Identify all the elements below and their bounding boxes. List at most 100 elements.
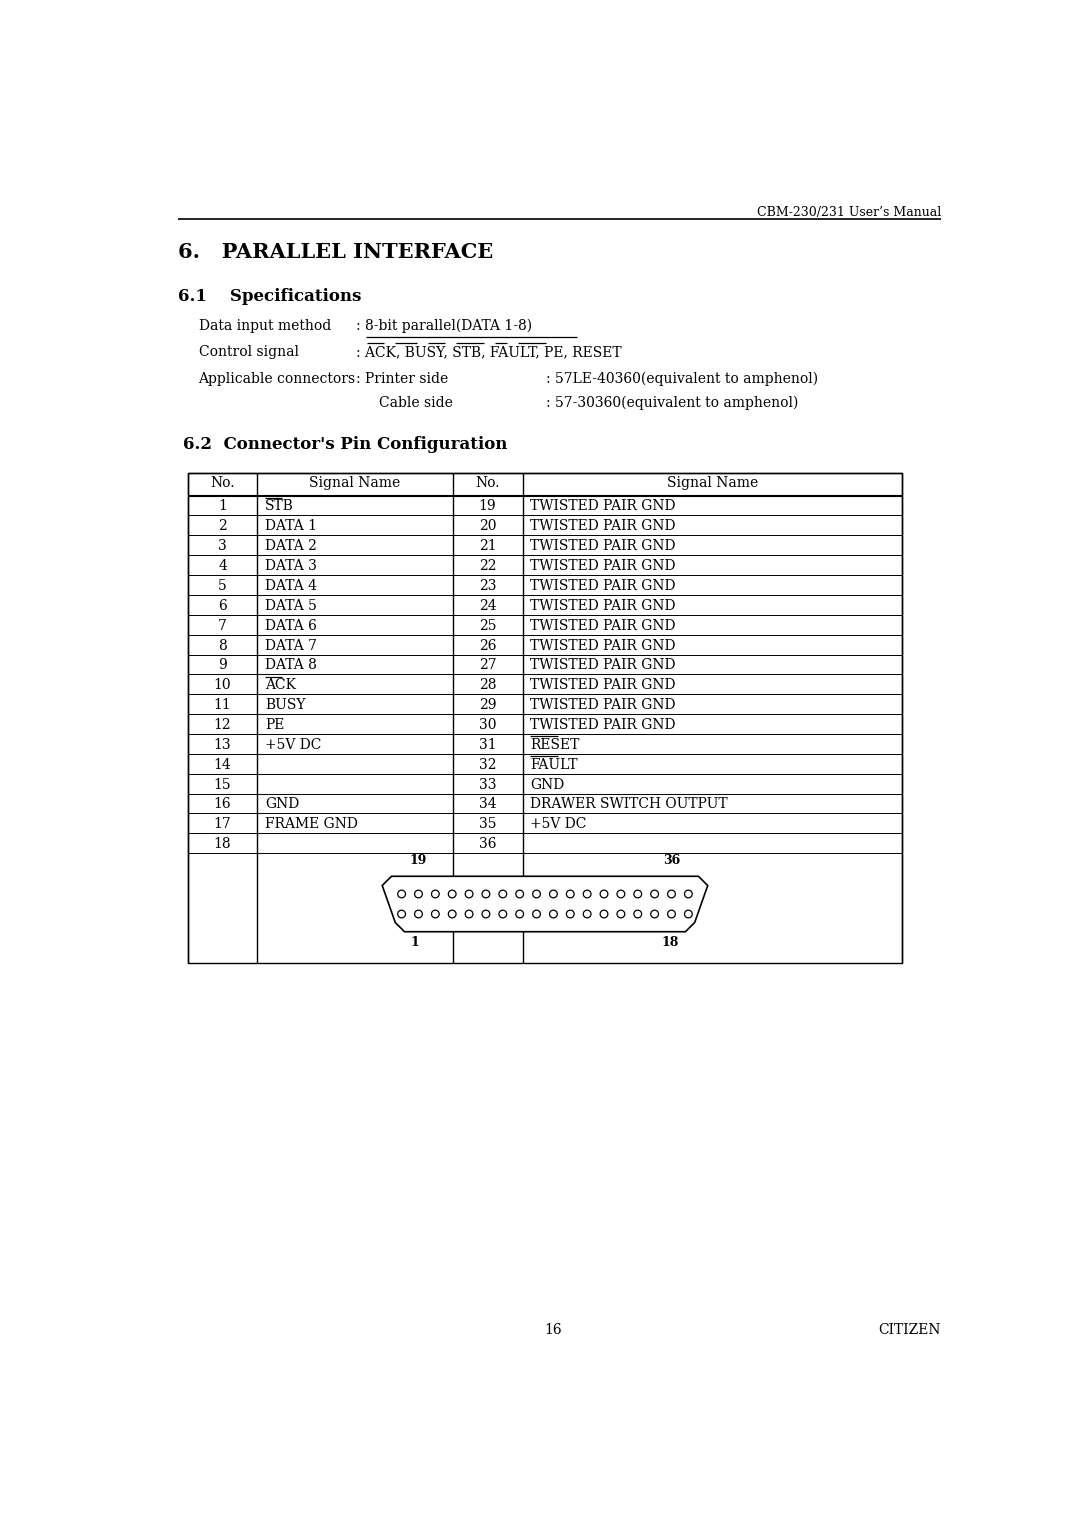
Text: 29: 29 (478, 698, 497, 712)
Text: 35: 35 (478, 817, 497, 831)
Text: 26: 26 (478, 639, 497, 652)
Text: 32: 32 (478, 758, 497, 772)
Circle shape (482, 911, 490, 918)
Text: DATA 6: DATA 6 (266, 619, 318, 633)
Circle shape (448, 891, 456, 898)
Text: RESET: RESET (530, 738, 580, 752)
Text: 6.1    Specifications: 6.1 Specifications (177, 289, 361, 306)
Text: STB: STB (266, 500, 294, 513)
Text: 2: 2 (218, 520, 227, 533)
Text: DATA 7: DATA 7 (266, 639, 318, 652)
Text: DATA 8: DATA 8 (266, 659, 318, 672)
Circle shape (550, 891, 557, 898)
Text: 10: 10 (214, 678, 231, 692)
Circle shape (415, 911, 422, 918)
Text: 34: 34 (478, 798, 497, 811)
Text: BUSY: BUSY (266, 698, 306, 712)
Text: 9: 9 (218, 659, 227, 672)
Circle shape (617, 911, 624, 918)
Circle shape (532, 911, 540, 918)
Text: DATA 2: DATA 2 (266, 539, 318, 553)
Circle shape (651, 911, 659, 918)
Text: 5: 5 (218, 579, 227, 593)
Text: 24: 24 (478, 599, 497, 613)
Text: Data input method: Data input method (199, 319, 330, 333)
Text: TWISTED PAIR GND: TWISTED PAIR GND (530, 678, 676, 692)
Text: Signal Name: Signal Name (666, 475, 758, 490)
Text: : ACK, BUSY, STB, FAULT, PE, RESET: : ACK, BUSY, STB, FAULT, PE, RESET (356, 345, 621, 359)
Circle shape (634, 911, 642, 918)
Circle shape (415, 891, 422, 898)
Bar (188, 472, 902, 963)
Circle shape (667, 891, 675, 898)
Text: DATA 3: DATA 3 (266, 559, 318, 573)
Text: FAULT: FAULT (530, 758, 578, 772)
Text: 16: 16 (214, 798, 231, 811)
Text: TWISTED PAIR GND: TWISTED PAIR GND (530, 559, 676, 573)
Circle shape (532, 891, 540, 898)
Text: 36: 36 (663, 854, 680, 866)
Text: TWISTED PAIR GND: TWISTED PAIR GND (530, 698, 676, 712)
Text: 14: 14 (214, 758, 231, 772)
Text: : 57LE-40360(equivalent to amphenol): : 57LE-40360(equivalent to amphenol) (545, 371, 818, 387)
Text: No.: No. (211, 475, 234, 490)
Circle shape (448, 911, 456, 918)
Circle shape (566, 891, 575, 898)
Circle shape (685, 891, 692, 898)
Circle shape (432, 911, 440, 918)
Text: : Printer side: : Printer side (356, 371, 448, 387)
Text: TWISTED PAIR GND: TWISTED PAIR GND (530, 659, 676, 672)
Circle shape (583, 911, 591, 918)
Text: 6: 6 (218, 599, 227, 613)
Text: 33: 33 (478, 778, 497, 792)
Text: 36: 36 (478, 837, 497, 851)
Circle shape (432, 891, 440, 898)
Text: 8: 8 (218, 639, 227, 652)
Text: 30: 30 (478, 718, 497, 732)
Text: CITIZEN: CITIZEN (878, 1323, 941, 1337)
Text: GND: GND (530, 778, 565, 792)
Circle shape (566, 911, 575, 918)
Text: 11: 11 (214, 698, 231, 712)
Circle shape (550, 911, 557, 918)
Text: 19: 19 (478, 500, 497, 513)
Text: Control signal: Control signal (199, 345, 298, 359)
Circle shape (583, 891, 591, 898)
Circle shape (482, 891, 490, 898)
Text: 19: 19 (409, 854, 427, 866)
Text: +5V DC: +5V DC (266, 738, 322, 752)
Text: +5V DC: +5V DC (530, 817, 586, 831)
Text: DRAWER SWITCH OUTPUT: DRAWER SWITCH OUTPUT (530, 798, 728, 811)
Text: 22: 22 (478, 559, 497, 573)
Text: 23: 23 (478, 579, 497, 593)
Circle shape (651, 891, 659, 898)
Text: DATA 4: DATA 4 (266, 579, 318, 593)
Text: 1: 1 (410, 937, 419, 949)
Text: TWISTED PAIR GND: TWISTED PAIR GND (530, 639, 676, 652)
Text: 12: 12 (214, 718, 231, 732)
Text: : 57-30360(equivalent to amphenol): : 57-30360(equivalent to amphenol) (545, 396, 798, 411)
Text: 3: 3 (218, 539, 227, 553)
Text: 18: 18 (214, 837, 231, 851)
Circle shape (600, 891, 608, 898)
Text: FRAME GND: FRAME GND (266, 817, 359, 831)
Text: TWISTED PAIR GND: TWISTED PAIR GND (530, 619, 676, 633)
Text: 6.2  Connector's Pin Configuration: 6.2 Connector's Pin Configuration (183, 435, 508, 452)
Text: 18: 18 (662, 937, 679, 949)
Circle shape (499, 911, 507, 918)
Text: TWISTED PAIR GND: TWISTED PAIR GND (530, 500, 676, 513)
Text: 16: 16 (544, 1323, 563, 1337)
Text: 17: 17 (214, 817, 231, 831)
Text: TWISTED PAIR GND: TWISTED PAIR GND (530, 579, 676, 593)
Circle shape (465, 891, 473, 898)
Text: CBM-230/231 User’s Manual: CBM-230/231 User’s Manual (757, 206, 941, 220)
Text: 13: 13 (214, 738, 231, 752)
Text: Cable side: Cable side (379, 396, 453, 410)
Text: 31: 31 (478, 738, 497, 752)
Text: GND: GND (266, 798, 299, 811)
Text: TWISTED PAIR GND: TWISTED PAIR GND (530, 718, 676, 732)
Text: 4: 4 (218, 559, 227, 573)
Circle shape (617, 891, 624, 898)
Text: 25: 25 (478, 619, 497, 633)
Text: PE: PE (266, 718, 284, 732)
